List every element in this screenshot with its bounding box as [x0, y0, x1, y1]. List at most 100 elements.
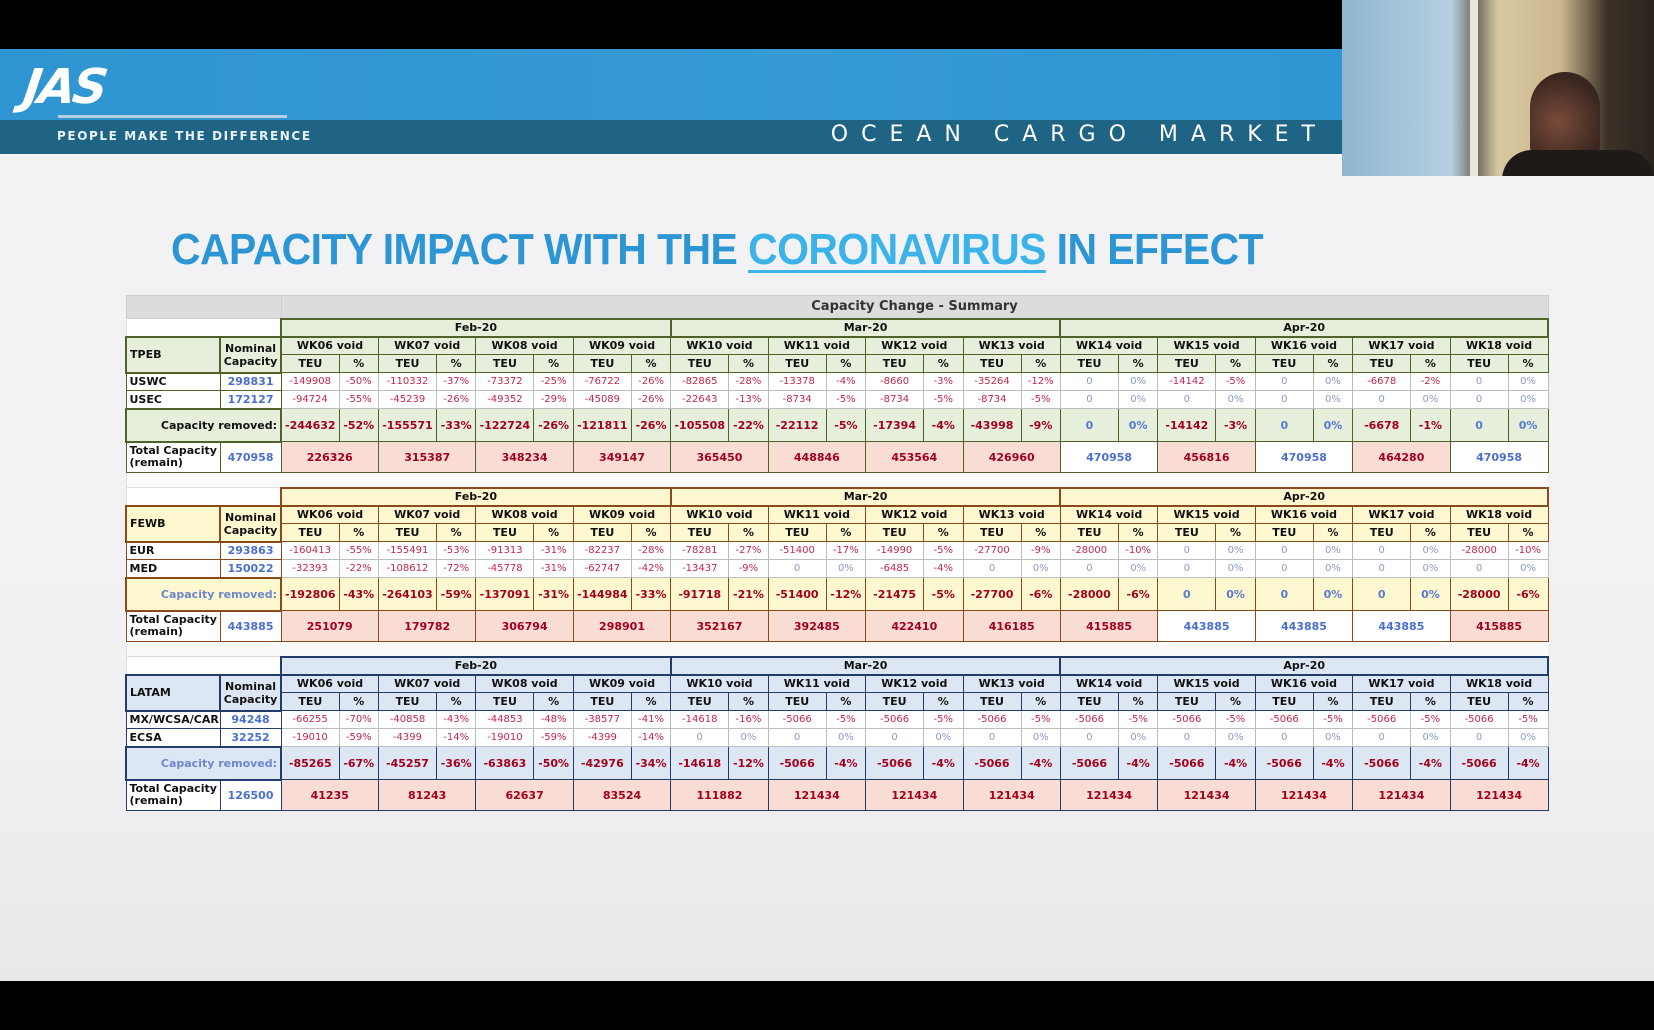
teu-header: TEU — [1059, 523, 1119, 542]
teu-cell: 0 — [1449, 390, 1509, 409]
week-header: WK18 void — [1449, 336, 1549, 355]
section-title: OCEAN CARGO MARKET — [830, 122, 1328, 147]
pct-cell: 0% — [1215, 541, 1256, 560]
pct-cell: -25% — [533, 372, 574, 391]
nominal-capacity-header: Nominal Capacity — [219, 673, 283, 712]
removed-teu: 0 — [1254, 408, 1314, 442]
header-band: JAS — [0, 49, 1342, 120]
week-header: WK09 void — [572, 674, 672, 693]
teu-cell: 0 — [1254, 728, 1314, 747]
pct-header: % — [1117, 692, 1159, 711]
teu-cell: -44853 — [475, 710, 535, 729]
week-header: WK16 void — [1254, 674, 1354, 693]
teu-cell: 0 — [1254, 390, 1314, 409]
removed-pct: -4% — [1312, 746, 1354, 780]
pct-cell: 0% — [1117, 559, 1159, 578]
unit-row: TEU% TEU% TEU% TEU% TEU% TEU% TEU% TEU% TEU% TEU%… — [126, 523, 1549, 542]
total-remaining: 298901 — [572, 610, 672, 642]
trade-lane-label: ECSA — [125, 728, 221, 747]
total-remaining: 456816 — [1157, 441, 1256, 473]
removed-pct: -9% — [1020, 408, 1061, 442]
week-header: WK14 void — [1059, 674, 1159, 693]
pct-cell: -5% — [923, 541, 964, 560]
week-header: WK16 void — [1254, 505, 1354, 524]
pct-cell: -26% — [630, 390, 672, 409]
removed-pct: -12% — [825, 577, 867, 611]
pct-header: % — [923, 523, 964, 542]
pct-header: % — [533, 523, 574, 542]
pct-cell: -9% — [1020, 541, 1061, 560]
total-remaining: 306794 — [475, 610, 574, 642]
removed-pct: -26% — [630, 408, 672, 442]
week-header: WK15 void — [1157, 505, 1256, 524]
pct-cell: -4% — [825, 372, 867, 391]
pct-header: % — [1410, 692, 1451, 711]
removed-pct: 0% — [1215, 577, 1256, 611]
removed-pct: -21% — [728, 577, 769, 611]
teu-cell: 0 — [1254, 541, 1314, 560]
pct-header: % — [1312, 354, 1354, 373]
teu-cell: -73372 — [475, 372, 535, 391]
total-remaining: 416185 — [962, 610, 1061, 642]
week-row: TPEB Nominal Capacity WK06 void WK07 void WK… — [124, 335, 1549, 374]
teu-header: TEU — [377, 523, 437, 542]
removed-pct: -33% — [630, 577, 672, 611]
capacity-removed-row: Capacity removed: -192806 -43% -264103 -59% -… — [124, 576, 1549, 612]
pct-cell: -16% — [728, 710, 769, 729]
pct-cell: 0% — [1410, 728, 1451, 747]
teu-cell: -45778 — [475, 559, 535, 578]
pct-cell: -5% — [1020, 710, 1061, 729]
logo-divider — [58, 115, 287, 118]
total-remaining: 121434 — [1449, 779, 1549, 811]
pct-header: % — [1312, 523, 1354, 542]
teu-cell: -5066 — [1352, 710, 1412, 729]
teu-header: TEU — [377, 692, 437, 711]
total-remaining: 470958 — [1059, 441, 1159, 473]
week-row: FEWB Nominal Capacity WK06 void WK07 void WK… — [124, 504, 1549, 543]
total-remaining: 81243 — [377, 779, 477, 811]
pct-header: % — [1020, 692, 1061, 711]
pct-header: % — [728, 692, 769, 711]
total-remaining: 121434 — [1254, 779, 1354, 811]
total-capacity-label: Total Capacity (remain) — [125, 610, 221, 642]
week-header: WK15 void — [1157, 336, 1256, 355]
pct-header: % — [825, 523, 867, 542]
pct-cell: -41% — [630, 710, 672, 729]
nominal-capacity-header: Nominal Capacity — [219, 504, 283, 543]
week-header: WK12 void — [865, 505, 964, 524]
pct-cell: -50% — [338, 372, 379, 391]
teu-cell: -49352 — [475, 390, 535, 409]
teu-header: TEU — [280, 354, 340, 373]
removed-teu: -5066 — [962, 746, 1022, 780]
teu-cell: 0 — [1449, 559, 1509, 578]
teu-cell: -5066 — [1157, 710, 1217, 729]
total-remaining: 470958 — [1449, 441, 1549, 473]
pct-header: % — [338, 354, 379, 373]
teu-cell: 0 — [1059, 559, 1119, 578]
pct-header: % — [533, 354, 574, 373]
pct-header: % — [435, 692, 477, 711]
teu-header: TEU — [1449, 354, 1509, 373]
pct-cell: -27% — [728, 541, 769, 560]
pct-cell: 0% — [1312, 559, 1354, 578]
pct-header: % — [533, 692, 574, 711]
pct-cell: 0% — [923, 728, 964, 747]
capacity-removed-label: Capacity removed: — [124, 407, 283, 443]
pct-header: % — [338, 523, 379, 542]
pct-header: % — [1215, 354, 1256, 373]
teu-header: TEU — [475, 692, 535, 711]
pct-cell: -17% — [825, 541, 867, 560]
teu-cell: 0 — [767, 559, 827, 578]
pct-cell: -42% — [630, 559, 672, 578]
pct-cell: -70% — [338, 710, 379, 729]
total-remaining: 453564 — [865, 441, 964, 473]
teu-cell: 0 — [1352, 390, 1412, 409]
week-header: WK06 void — [280, 336, 379, 355]
week-header: WK17 void — [1352, 674, 1451, 693]
table-row: MED 150022 -32393 -22% -108612 -72% -45778 -31%… — [125, 559, 1549, 578]
week-header: WK14 void — [1059, 505, 1159, 524]
removed-teu: 0 — [1352, 577, 1412, 611]
teu-cell: -5066 — [1254, 710, 1314, 729]
week-header: WK06 void — [280, 674, 379, 693]
table-caption: Capacity Change - Summary — [280, 295, 1549, 319]
